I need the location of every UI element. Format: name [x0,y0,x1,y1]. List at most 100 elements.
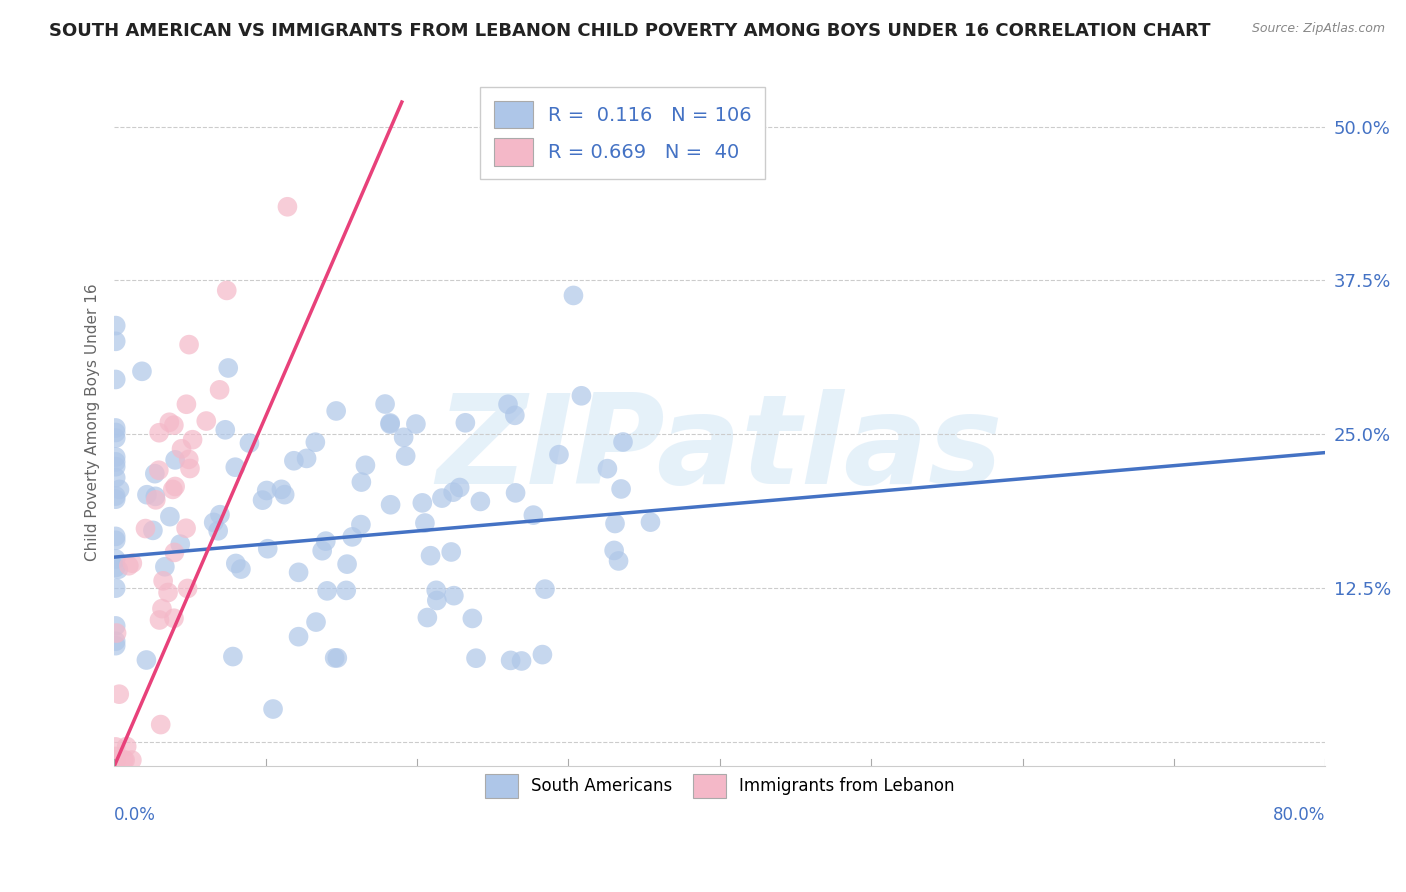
Point [378,417,401,431]
Point [510,654,533,668]
Point [121,753,143,767]
Text: 80.0%: 80.0% [1272,805,1326,823]
Point [311,543,333,558]
Point [135,653,157,667]
Point [378,416,401,430]
Point [159,509,181,524]
Point [208,383,231,397]
Point [222,649,245,664]
Point [145,492,167,507]
Point [217,361,239,376]
Point [143,489,166,503]
Point [610,482,633,496]
Point [571,389,593,403]
Point [326,651,349,665]
Point [163,545,186,559]
Point [163,611,186,625]
Text: Source: ZipAtlas.com: Source: ZipAtlas.com [1251,22,1385,36]
Point [142,524,165,538]
Point [121,556,143,570]
Point [104,560,127,574]
Point [350,517,373,532]
Point [287,566,309,580]
Point [136,488,159,502]
Point [152,574,174,588]
Point [177,452,200,467]
Point [104,753,127,767]
Point [304,435,326,450]
Point [174,521,197,535]
Point [104,421,127,435]
Point [148,463,170,477]
Point [104,749,127,764]
Point [505,486,527,500]
Point [105,626,128,640]
Point [252,493,274,508]
Point [380,498,402,512]
Point [104,470,127,484]
Point [104,318,127,333]
Point [112,753,135,767]
Point [499,653,522,667]
Point [411,496,433,510]
Point [534,582,557,596]
Point [170,442,193,456]
Point [315,534,337,549]
Point [229,562,252,576]
Point [157,585,180,599]
Text: 0.0%: 0.0% [114,805,156,823]
Point [181,433,204,447]
Point [148,613,170,627]
Point [607,554,630,568]
Point [419,549,441,563]
Point [503,409,526,423]
Point [449,481,471,495]
Point [413,516,436,530]
Point [470,494,492,508]
Point [134,522,156,536]
Point [215,284,238,298]
Point [225,557,247,571]
Point [104,489,127,503]
Point [392,430,415,444]
Point [148,425,170,440]
Point [104,372,127,386]
Point [165,479,187,493]
Point [256,483,278,498]
Point [114,753,136,767]
Point [562,288,585,302]
Point [342,530,364,544]
Point [104,634,127,648]
Point [149,717,172,731]
Point [104,492,127,507]
Point [179,461,201,475]
Point [425,583,447,598]
Point [256,541,278,556]
Point [107,562,129,576]
Point [202,516,225,530]
Point [276,200,298,214]
Point [104,529,127,543]
Point [207,524,229,538]
Point [104,581,127,595]
Point [104,619,127,633]
Point [176,397,198,411]
Point [108,687,131,701]
Point [224,460,246,475]
Point [336,557,359,571]
Point [325,404,347,418]
Point [454,416,477,430]
Point [104,753,127,767]
Point [640,515,662,529]
Point [104,450,127,464]
Point [270,483,292,497]
Point [531,648,554,662]
Point [238,436,260,450]
Point [162,483,184,497]
Point [108,483,131,497]
Point [176,582,198,596]
Point [104,459,127,474]
Point [603,516,626,531]
Point [195,414,218,428]
Point [214,423,236,437]
